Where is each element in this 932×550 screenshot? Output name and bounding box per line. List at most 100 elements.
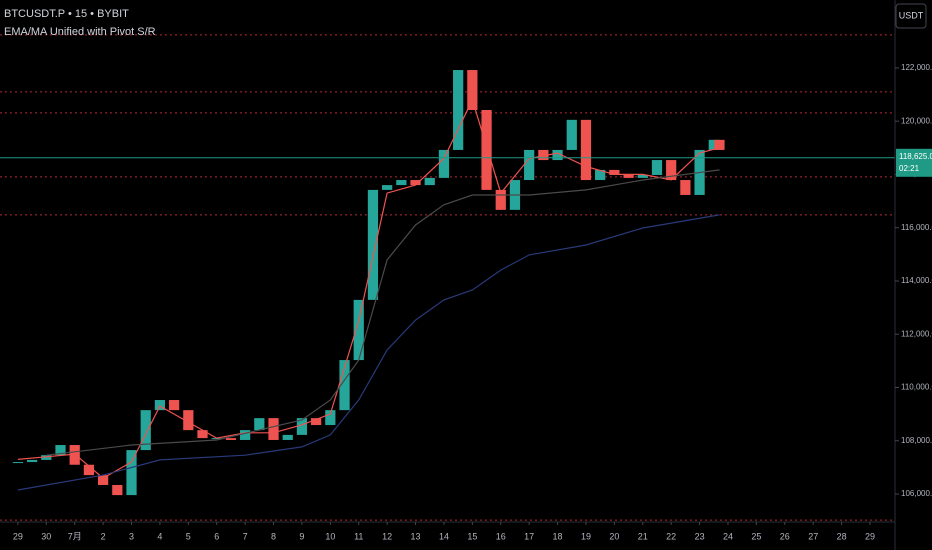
indicator-line: [17, 214, 720, 491]
candle-body: [637, 174, 648, 178]
x-tick-label: 15: [467, 531, 477, 541]
candle-body: [225, 438, 237, 440]
candle-body: [83, 464, 95, 476]
x-tick-label: 30: [41, 531, 51, 541]
candle-body: [112, 484, 123, 496]
candle-body: [396, 180, 407, 186]
candle-body: [495, 189, 506, 210]
candle-body: [254, 418, 265, 431]
x-tick-label: 26: [780, 531, 790, 541]
candle-body: [566, 119, 577, 150]
y-tick-label: 116,000.0: [901, 223, 932, 232]
candle-body: [311, 418, 322, 426]
y-tick-label: 112,000.0: [901, 329, 932, 338]
x-tick-label: 20: [609, 531, 619, 541]
x-tick-label: 13: [411, 531, 421, 541]
candle-body: [97, 475, 109, 485]
x-tick-label: 8: [271, 531, 276, 541]
candle-body: [651, 160, 663, 175]
symbol-title: BTCUSDT.P • 15 • BYBIT: [4, 8, 129, 20]
x-tick-label: 21: [638, 531, 648, 541]
candle-body: [140, 410, 151, 451]
x-tick-label: 17: [524, 531, 534, 541]
candle-body: [26, 459, 38, 463]
candle-body: [623, 174, 634, 178]
last-price-label: 118,625.0: [899, 152, 932, 161]
candle-body: [467, 70, 478, 110]
candle-body: [538, 149, 549, 161]
candle-body: [169, 400, 180, 411]
candle-body: [183, 410, 194, 431]
x-tick-label: 23: [695, 531, 705, 541]
x-tick-label: 11: [354, 531, 363, 541]
candle-body: [438, 149, 450, 178]
x-tick-label: 7: [243, 531, 248, 541]
x-tick-label: 24: [723, 531, 733, 541]
candle-body: [154, 400, 166, 411]
x-tick-label: 16: [496, 531, 506, 541]
x-tick-label: 29: [13, 531, 23, 541]
candle-body: [609, 169, 620, 175]
candle-body: [708, 139, 719, 150]
candle-body: [55, 445, 66, 456]
x-tick-label: 5: [186, 531, 191, 541]
candle-body: [382, 185, 393, 190]
candle-body: [410, 180, 421, 186]
y-tick-label: 120,000.0: [901, 116, 932, 125]
x-tick-label: 22: [666, 531, 676, 541]
x-tick-label: 2: [101, 531, 106, 541]
x-tick-label: 4: [157, 531, 162, 541]
x-tick-label: 14: [439, 531, 449, 541]
candle-body: [296, 418, 308, 435]
y-tick-label: 122,000.0: [901, 63, 932, 72]
x-tick-label: 3: [129, 531, 134, 541]
candle-body: [595, 169, 606, 181]
candle-body: [268, 418, 279, 440]
x-tick-label: 12: [382, 531, 392, 541]
candle-body: [666, 160, 677, 181]
candle-body: [339, 360, 350, 411]
candle-body: [524, 149, 535, 181]
candle-body: [453, 70, 464, 150]
candle-body: [197, 430, 208, 439]
countdown-label: 02:21: [899, 164, 920, 173]
currency-label[interactable]: USDT: [899, 10, 924, 20]
x-tick-label: 6: [214, 531, 219, 541]
indicator-name: EMA/MA Unified with Pivot S/R: [4, 26, 156, 38]
candle-body: [353, 299, 364, 361]
last-price-badge: [896, 148, 932, 177]
x-tick-label: 18: [553, 531, 563, 541]
candle-body: [282, 434, 293, 440]
plot-area: [0, 34, 895, 521]
candle-body: [41, 455, 52, 460]
x-tick-label: 19: [581, 531, 591, 541]
x-tick-label: 28: [837, 531, 847, 541]
x-tick-label: 29: [865, 531, 875, 541]
x-tick-label: 10: [325, 531, 335, 541]
y-tick-label: 108,000.0: [901, 436, 932, 445]
candle-body: [552, 149, 563, 161]
candle-body: [481, 109, 492, 190]
candle-body: [580, 119, 592, 181]
x-tick-label: 9: [299, 531, 304, 541]
candle-body: [714, 139, 725, 150]
candle-body: [680, 180, 691, 195]
currency-button[interactable]: [895, 3, 927, 29]
candle-body: [126, 450, 137, 496]
x-tick-label: 27: [808, 531, 818, 541]
candle-body: [367, 189, 379, 300]
candle-body: [424, 177, 435, 186]
y-tick-label: 114,000.0: [901, 276, 932, 285]
y-tick-label: 110,000.0: [901, 383, 932, 392]
x-tick-label: 25: [751, 531, 761, 541]
y-tick-label: 106,000.0: [901, 489, 932, 498]
candle-body: [240, 430, 251, 440]
candle-body: [12, 462, 24, 464]
x-tick-label: 7月: [68, 531, 82, 541]
candle-body: [325, 410, 336, 426]
indicator-line: [17, 98, 720, 479]
indicator-line: [46, 169, 720, 456]
